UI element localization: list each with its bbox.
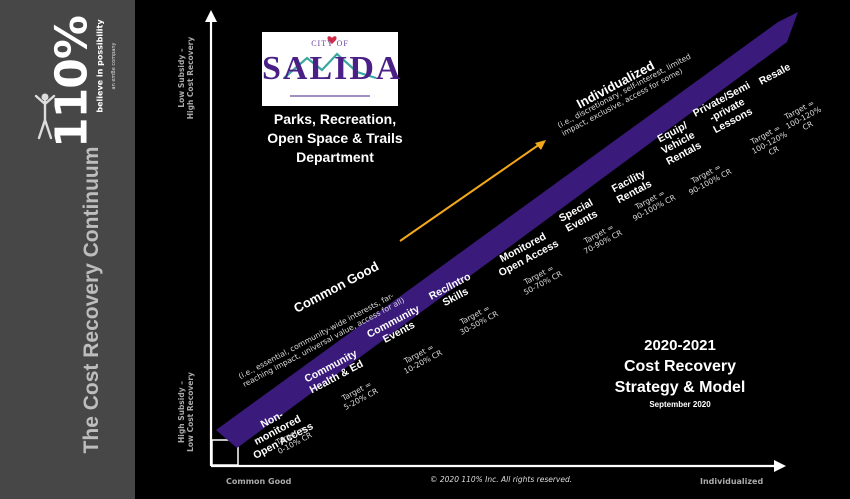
- x-axis: [211, 460, 786, 472]
- model-title-line2: Strategy & Model: [614, 379, 746, 396]
- y-axis: [205, 10, 217, 466]
- x-axis-left-label: Common Good: [226, 477, 292, 486]
- y-axis-bottom-label: High Subsidy – Low Cost Recovery: [177, 372, 195, 452]
- yellow-trend-arrow: [399, 140, 546, 242]
- model-title-line1: Cost Recovery: [623, 358, 737, 375]
- city-name: SALIDA: [262, 50, 403, 87]
- sidebar: 110% believe in possibility an emBe comp…: [0, 0, 135, 499]
- mountain-icon: [283, 36, 377, 97]
- model-date: September 2020: [649, 400, 711, 409]
- person-figure-icon: [34, 93, 56, 140]
- y-axis-top-label: Low Subsidy – High Cost Recovery: [177, 36, 195, 120]
- city-of-label: CITY OF: [311, 39, 349, 48]
- copyright: © 2020 110% Inc. All rights reserved.: [430, 475, 573, 484]
- x-axis-right-label: Individualized: [700, 477, 764, 486]
- department-name: Parks, Recreation, Open Space & Trails D…: [267, 111, 403, 165]
- model-title: 2020-2021 Cost Recovery Strategy & Model…: [560, 336, 800, 412]
- salida-logo: CITY OF SALIDA: [262, 32, 403, 106]
- continuum-arrow: [216, 12, 798, 448]
- model-years: 2020-2021: [644, 337, 716, 354]
- origin-box: [211, 439, 239, 466]
